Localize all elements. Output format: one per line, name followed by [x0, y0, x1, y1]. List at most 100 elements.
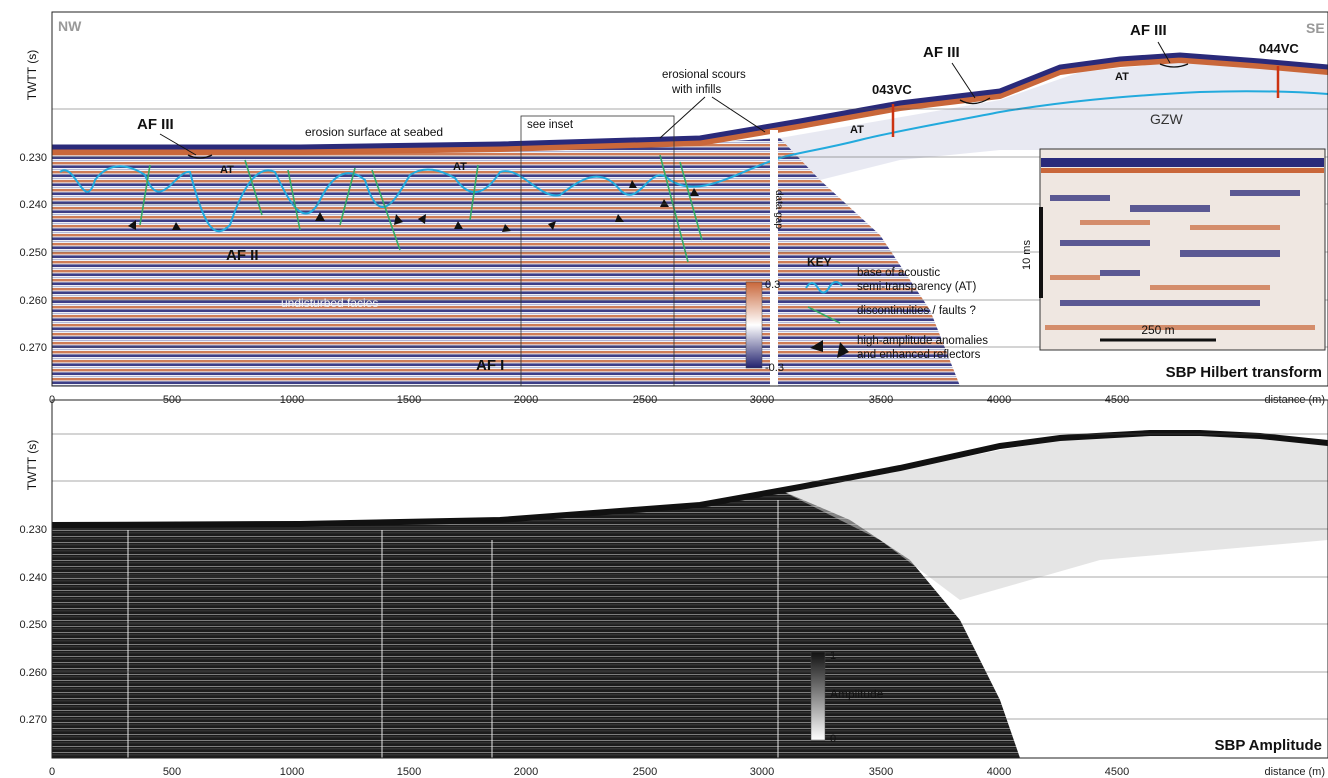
amplitude-speckle-zone	[780, 432, 1328, 600]
amplitude-colorbar-max: 1	[830, 650, 836, 662]
af3-right-leader	[1157, 41, 1171, 64]
amplitude-seabed	[52, 430, 1328, 528]
at-base-line	[59, 90, 1328, 233]
seabed-reflector-orange	[52, 56, 1328, 155]
af3-mid-outline	[959, 97, 991, 105]
ytick-bottom-0270: 0.270	[19, 714, 47, 726]
xtick-bottom-3000: 3000	[750, 766, 774, 778]
inset-frame	[1039, 148, 1326, 351]
xtick-bottom-1000: 1000	[280, 766, 304, 778]
ytick-bottom-0240: 0.240	[19, 572, 47, 584]
label-core-043: 043VC	[872, 82, 912, 97]
data-gap-strip	[770, 130, 778, 386]
xaxis-bottom: 0 500 1000 1500 2000 2500 3000 3500 4000…	[49, 766, 1325, 778]
amplitude-white-columns	[127, 500, 779, 758]
label-data-gap: data gap	[773, 190, 784, 229]
label-at-4: AT	[1115, 71, 1129, 83]
hilbert-frame	[51, 11, 1328, 387]
key-legend: KEY base of acoustic semi-transparency (…	[805, 255, 988, 361]
label-nw-top: NW	[58, 18, 82, 34]
amplitude-frame	[51, 399, 1328, 759]
inset-scale-v-label: 10 ms	[1021, 240, 1033, 270]
ytick-top-0240: 0.240	[19, 199, 47, 211]
scours-leader-2	[711, 96, 766, 133]
xtick-bottom-1500: 1500	[397, 766, 421, 778]
inset-seabed-orange	[1041, 168, 1324, 173]
xtick-top-500: 500	[163, 394, 181, 406]
inset: 10 ms 250 m	[1021, 148, 1326, 351]
label-se-top: SE	[1306, 20, 1325, 36]
xtick-top-3000: 3000	[750, 394, 774, 406]
label-at-3: AT	[850, 124, 864, 136]
label-scours-line2: with infills	[671, 84, 721, 96]
xtick-bottom-3500: 3500	[869, 766, 893, 778]
label-core-044: 044VC	[1259, 41, 1299, 56]
xtick-top-0: 0	[49, 394, 55, 406]
label-af3-left: AF III	[137, 116, 174, 133]
inset-scale-h-label: 250 m	[1141, 323, 1174, 337]
key-item1-line2: semi-transparency (AT)	[857, 281, 976, 293]
label-at-2: AT	[453, 161, 467, 173]
xtick-bottom-0: 0	[49, 766, 55, 778]
label-af1: AF I	[476, 357, 504, 374]
label-see-inset: see inset	[527, 119, 574, 131]
title-hilbert: SBP Hilbert transform	[1166, 364, 1322, 381]
label-af3-right: AF III	[1130, 22, 1167, 39]
xtick-top-4000: 4000	[987, 394, 1011, 406]
xtick-bottom-4000: 4000	[987, 766, 1011, 778]
key-title: KEY	[807, 255, 832, 269]
seabed-reflector-blue	[52, 52, 1328, 150]
ylabel-top: TWTT (s)	[25, 50, 39, 100]
label-erosion-surface: erosion surface at seabed	[305, 125, 443, 139]
amplitude-colorbar-label: Amplitude	[830, 687, 884, 701]
key-triangle-left	[810, 340, 823, 352]
xaxis-top: 0 500 1000 1500 2000 2500 3000 3500 4000…	[49, 394, 1325, 406]
key-item3-line2: and enhanced reflectors	[857, 349, 981, 361]
amplitude-gridlines	[52, 433, 1328, 720]
xtick-bottom-2500: 2500	[633, 766, 657, 778]
key-item1-line1: base of acoustic	[857, 267, 940, 279]
af3-mid-leader	[951, 62, 976, 99]
xtick-top-4500: 4500	[1105, 394, 1129, 406]
key-item2: discontinuities / faults ?	[857, 305, 976, 317]
label-af3-mid: AF III	[923, 44, 960, 61]
xtick-bottom-500: 500	[163, 766, 181, 778]
xlabel-bottom: distance (m)	[1264, 766, 1325, 778]
anomaly-markers	[128, 180, 699, 232]
ytick-top-0260: 0.260	[19, 295, 47, 307]
hilbert-colorbar-max: 0.3	[765, 279, 780, 291]
inset-seabed-blue	[1041, 158, 1324, 167]
xtick-top-3500: 3500	[869, 394, 893, 406]
ytick-top-0230: 0.230	[19, 152, 47, 164]
fault-lines	[139, 154, 703, 263]
amplitude-colorbar-min: 0	[830, 733, 836, 745]
ytick-bottom-0230: 0.230	[19, 524, 47, 536]
xtick-top-2000: 2000	[514, 394, 538, 406]
af3-left-outline	[187, 154, 213, 159]
amplitude-colorbar	[810, 651, 826, 741]
label-undisturbed: undisturbed facies	[281, 296, 378, 310]
inset-blobs-blue	[1050, 190, 1300, 306]
label-at-1: AT	[220, 164, 234, 176]
label-scours-line1: erosional scours	[662, 69, 746, 81]
hilbert-colorbar-min: -0.3	[765, 362, 784, 374]
ytick-top-0250: 0.250	[19, 247, 47, 259]
key-at-swatch	[805, 281, 843, 294]
inset-blobs-orange	[1045, 220, 1315, 330]
xtick-top-1500: 1500	[397, 394, 421, 406]
amplitude-panel	[52, 400, 1328, 758]
stratified-sediment	[52, 138, 960, 386]
ylabel-bottom: TWTT (s)	[25, 440, 39, 490]
hilbert-colorbar	[745, 281, 763, 369]
xtick-bottom-4500: 4500	[1105, 766, 1129, 778]
xtick-top-2500: 2500	[633, 394, 657, 406]
label-gzw: GZW	[1150, 111, 1183, 127]
see-inset-box	[520, 115, 675, 386]
scours-leader-1	[659, 96, 706, 139]
key-triangle-right	[837, 342, 849, 358]
xtick-bottom-2000: 2000	[514, 766, 538, 778]
ytick-bottom-0260: 0.260	[19, 667, 47, 679]
ytick-top-0270: 0.270	[19, 342, 47, 354]
